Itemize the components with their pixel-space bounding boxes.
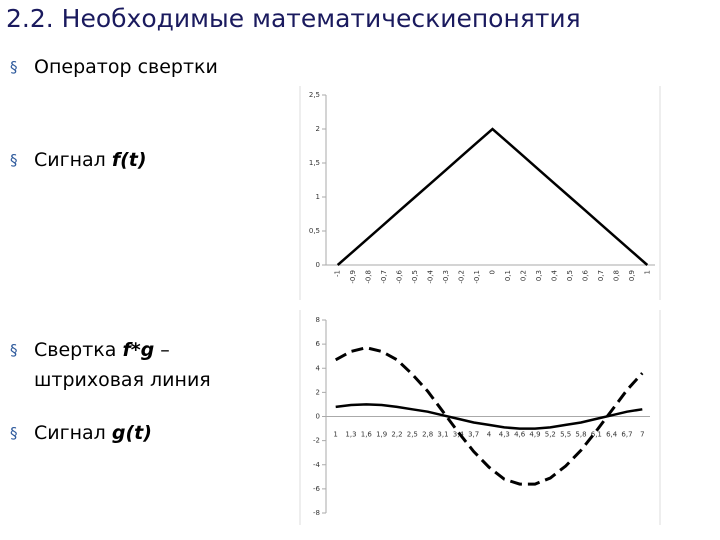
- bullet-line: Сигнал f(t): [10, 145, 147, 175]
- x-tick-label: -0,9: [349, 270, 357, 284]
- y-tick-label: -4: [313, 461, 321, 469]
- x-tick-label: 5,8: [575, 431, 586, 439]
- y-tick-label: 0,5: [309, 227, 320, 235]
- bullet-text: Сигнал: [34, 149, 112, 171]
- x-tick-label: -0,4: [427, 269, 435, 283]
- bullet-text: g(t): [111, 422, 152, 444]
- slide-title: 2.2. Необходимые математическиепонятия: [6, 4, 581, 33]
- x-tick-label: -0,3: [442, 270, 450, 284]
- y-tick-label: 2: [316, 388, 320, 396]
- x-tick-label: 0,5: [566, 270, 574, 281]
- y-tick-label: -6: [313, 485, 321, 493]
- bullet: § Сигнал g(t): [10, 418, 152, 448]
- x-tick-label: 6,7: [621, 431, 632, 439]
- bullet-marker: §: [10, 341, 18, 359]
- x-tick-label: 0,9: [628, 270, 636, 281]
- bullet-line: штриховая линия: [10, 365, 211, 395]
- bullet-line: Сигнал g(t): [10, 418, 152, 448]
- x-tick-label: -0,6: [396, 269, 404, 283]
- x-tick-label: 6,1: [591, 431, 602, 439]
- x-tick-label: 0,7: [597, 270, 605, 281]
- x-tick-label: 3,7: [468, 431, 479, 439]
- x-tick-label: 4,6: [514, 431, 526, 439]
- x-tick-label: -0,2: [458, 270, 466, 284]
- y-tick-label: 2: [316, 125, 320, 133]
- y-tick-label: 1: [316, 193, 320, 201]
- x-tick-label: 0: [489, 270, 497, 274]
- bullet-text: f(t): [111, 149, 147, 171]
- x-tick-label: 4,3: [499, 431, 510, 439]
- x-tick-label: 1,6: [361, 431, 373, 439]
- y-tick-label: 8: [316, 316, 320, 324]
- x-tick-label: 4: [487, 431, 492, 439]
- x-tick-label: 2,8: [422, 431, 433, 439]
- x-tick-label: -1: [334, 270, 342, 277]
- bullet-text: штриховая линия: [34, 369, 211, 391]
- x-tick-label: 7: [640, 431, 644, 439]
- x-tick-label: -0,1: [473, 270, 481, 284]
- x-tick-label: 6,4: [606, 431, 618, 439]
- x-tick-label: 1: [643, 270, 651, 274]
- bullet-text: Оператор свертки: [34, 56, 218, 78]
- y-tick-label: 0: [316, 261, 320, 269]
- x-tick-label: -0,5: [411, 270, 419, 284]
- x-tick-label: 2,5: [407, 431, 418, 439]
- y-tick-label: -2: [313, 437, 320, 445]
- x-tick-label: 0,1: [504, 270, 512, 281]
- y-tick-label: -8: [313, 509, 320, 517]
- x-tick-label: 4,9: [529, 431, 540, 439]
- x-tick-label: 1,9: [376, 431, 387, 439]
- bullet-marker: §: [10, 58, 18, 76]
- bullet-text: Сигнал: [34, 422, 112, 444]
- x-tick-label: 1: [333, 431, 337, 439]
- x-tick-label: 0,3: [535, 270, 543, 281]
- bullet-marker: §: [10, 151, 18, 169]
- x-tick-label: 2,2: [391, 431, 402, 439]
- x-tick-label: 3,1: [437, 431, 448, 439]
- line: [334, 346, 644, 486]
- bullet-text: –: [154, 339, 170, 361]
- bullet-marker: §: [10, 424, 18, 442]
- x-tick-label: 0,2: [519, 270, 527, 281]
- x-tick-label: -0,8: [365, 270, 373, 284]
- bullet: § Сигнал f(t): [10, 145, 147, 175]
- x-tick-label: 5,5: [560, 431, 571, 439]
- bullet-line: Свертка f*g –: [10, 335, 211, 365]
- bullet-text: Свертка: [34, 339, 123, 361]
- x-tick-label: 5,2: [545, 431, 556, 439]
- bullet: § Свертка f*g – штриховая линия: [10, 335, 211, 395]
- x-tick-label: -0,7: [380, 270, 388, 284]
- y-tick-label: 6: [316, 340, 321, 348]
- bullet-line: Оператор свертки: [10, 52, 218, 82]
- bullet-text: f*g: [122, 339, 155, 361]
- x-tick-label: 0,4: [550, 269, 558, 281]
- bullet: § Оператор свертки: [10, 52, 218, 82]
- y-tick-label: 1,5: [309, 159, 320, 167]
- y-tick-label: 0: [316, 413, 320, 421]
- x-tick-label: 1,3: [345, 431, 356, 439]
- x-tick-label: 0,6: [581, 269, 589, 281]
- line: [335, 403, 643, 430]
- y-tick-label: 2,5: [309, 91, 320, 99]
- y-tick-label: 4: [316, 364, 321, 372]
- line: [336, 127, 649, 266]
- x-tick-label: 0,8: [612, 270, 620, 281]
